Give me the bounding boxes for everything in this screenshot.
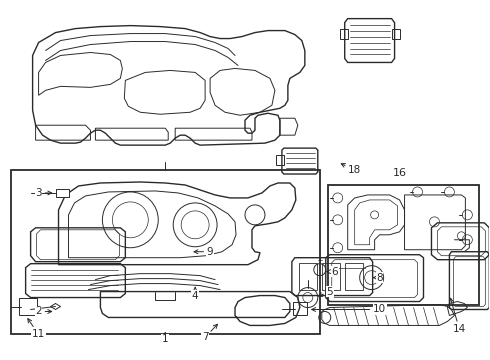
Bar	[11, 170, 320, 334]
Text: 12: 12	[0, 359, 1, 360]
Text: 5: 5	[318, 287, 333, 297]
Text: 10: 10	[312, 305, 386, 315]
Text: 17: 17	[0, 359, 1, 360]
Bar	[345, 263, 363, 289]
Text: 1: 1	[162, 333, 169, 345]
Text: 6: 6	[327, 267, 338, 276]
Text: 18: 18	[341, 163, 361, 175]
Text: 16: 16	[0, 359, 1, 360]
Text: 3: 3	[35, 188, 51, 198]
Polygon shape	[55, 189, 69, 197]
Bar	[19, 298, 37, 315]
Text: 13: 13	[0, 359, 1, 360]
Text: 4: 4	[192, 287, 198, 301]
Text: 11: 11	[28, 319, 45, 339]
Bar	[328, 185, 479, 305]
Text: 14: 14	[450, 298, 466, 334]
Text: 15: 15	[0, 359, 1, 360]
Bar	[293, 302, 307, 315]
Text: 16: 16	[392, 168, 407, 178]
Bar	[299, 263, 317, 289]
Text: 8: 8	[373, 273, 383, 283]
Text: 9: 9	[194, 247, 214, 257]
Text: 2: 2	[35, 306, 51, 316]
Text: 7: 7	[202, 324, 218, 342]
Bar	[322, 263, 340, 289]
